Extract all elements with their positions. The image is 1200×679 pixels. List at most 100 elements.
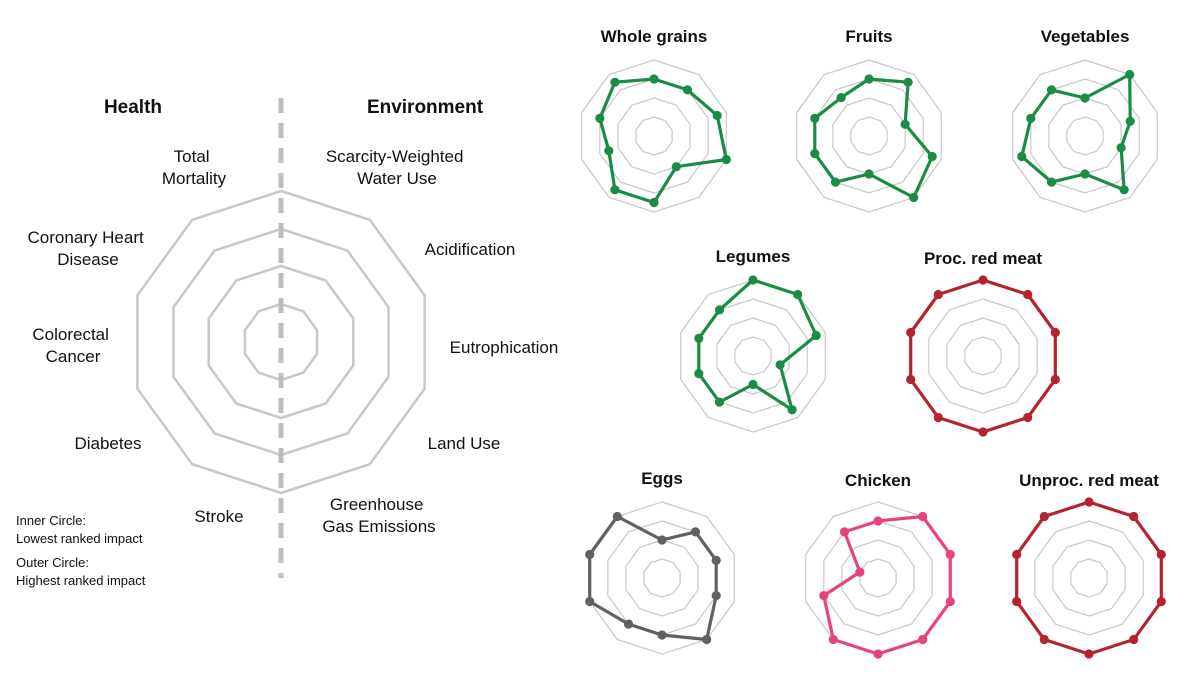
grid-ring-1 <box>964 336 1002 376</box>
axis-label-land-use: Land Use <box>428 434 501 453</box>
data-point <box>810 149 820 159</box>
legend-ring-4 <box>136 189 426 495</box>
data-point <box>604 146 614 156</box>
data-point <box>702 634 712 645</box>
inner-circle-note: Inner Circle: Lowest ranked impact <box>16 513 143 546</box>
data-point <box>906 374 916 385</box>
health-title: Health <box>104 97 162 118</box>
data-point <box>1046 85 1057 95</box>
data-point <box>839 527 850 537</box>
grid-ring-4 <box>680 279 826 433</box>
data-point <box>1023 289 1033 300</box>
data-point <box>810 113 820 123</box>
axis-label-eutrophication: Eutrophication <box>450 338 559 357</box>
data-point <box>836 93 846 103</box>
data-point <box>1129 511 1139 522</box>
data-point <box>787 405 797 415</box>
data-point <box>978 427 988 437</box>
data-point <box>748 379 758 390</box>
grid-ring-1 <box>1070 558 1108 598</box>
data-point <box>1017 151 1027 162</box>
legend-ring-2 <box>207 264 355 420</box>
data-point <box>649 197 659 208</box>
data-point <box>714 397 725 407</box>
data-point <box>873 516 883 526</box>
radar-chart-whole-grains: Whole grains <box>581 27 731 213</box>
grid-ring-2 <box>625 539 699 617</box>
axis-label-water-use: Scarcity-Weighted Water Use <box>326 147 468 188</box>
data-point <box>918 634 928 645</box>
data-point <box>1125 116 1135 126</box>
data-point <box>585 549 595 560</box>
data-point <box>610 185 620 195</box>
data-point <box>1039 511 1049 522</box>
axis-label-coronary-heart-disease: Coronary Heart Disease <box>28 228 149 269</box>
data-point <box>1156 549 1166 560</box>
data-point <box>978 275 988 285</box>
data-point <box>811 330 821 341</box>
series-line <box>1020 72 1132 192</box>
data-point <box>682 85 693 95</box>
grid-ring-4 <box>581 59 727 213</box>
data-point <box>909 192 919 203</box>
data-point <box>819 591 829 601</box>
radar-chart-vegetables: Vegetables <box>1012 27 1158 213</box>
data-point <box>864 74 874 84</box>
chart-title: Whole grains <box>601 27 708 46</box>
data-point <box>657 535 667 545</box>
chart-title: Chicken <box>845 471 911 490</box>
data-point <box>918 511 928 522</box>
grid-ring-3 <box>823 520 933 636</box>
grid-ring-2 <box>841 539 915 617</box>
radar-chart-fruits: Fruits <box>796 27 942 213</box>
environment-title: Environment <box>367 97 484 118</box>
axis-label-stroke: Stroke <box>194 507 243 526</box>
grid-ring-1 <box>859 558 897 598</box>
data-point <box>1119 185 1129 195</box>
grid-ring-2 <box>832 97 906 175</box>
data-point <box>1129 634 1139 645</box>
legend-ring-1 <box>243 302 319 382</box>
grid-ring-3 <box>928 298 1038 414</box>
data-point <box>1039 634 1049 645</box>
grid-ring-3 <box>599 78 709 194</box>
radar-chart-legumes: Legumes <box>680 247 826 433</box>
data-point <box>610 77 620 87</box>
data-point <box>690 527 701 537</box>
data-point <box>714 305 725 315</box>
data-point <box>711 555 721 566</box>
data-point <box>595 113 605 123</box>
radar-chart-eggs: Eggs <box>585 469 735 655</box>
data-point <box>1046 177 1057 187</box>
data-point <box>694 333 704 343</box>
data-point <box>721 154 731 165</box>
outer-circle-note: Outer Circle: Highest ranked impact <box>16 555 146 588</box>
grid-ring-1 <box>850 116 888 156</box>
data-point <box>711 591 721 601</box>
data-point <box>1050 327 1060 338</box>
grid-ring-2 <box>1052 539 1126 617</box>
data-point <box>828 634 838 645</box>
data-point <box>927 151 937 162</box>
grid-ring-2 <box>617 97 691 175</box>
data-point <box>945 549 955 560</box>
radar-chart-chicken: Chicken <box>805 471 955 659</box>
data-point <box>933 289 943 300</box>
data-point <box>933 412 943 423</box>
grid-ring-2 <box>946 317 1020 395</box>
chart-title: Legumes <box>716 247 791 266</box>
radar-charts: Whole grains Fruits Vegetables Legumes Proc.… <box>581 27 1166 659</box>
chart-title: Unproc. red meat <box>1019 471 1159 490</box>
data-point <box>612 511 622 522</box>
data-point <box>712 110 722 121</box>
data-point <box>864 169 874 179</box>
axis-label-colorectal-cancer: Colorectal Cancer <box>32 325 113 366</box>
data-point <box>585 596 595 607</box>
data-point <box>657 630 667 640</box>
grid-ring-3 <box>814 78 924 194</box>
data-point <box>748 275 758 285</box>
radar-chart-unproc-red-meat: Unproc. red meat <box>1012 471 1166 659</box>
series-line <box>822 514 952 656</box>
series-line <box>909 278 1057 434</box>
data-point <box>793 289 803 300</box>
